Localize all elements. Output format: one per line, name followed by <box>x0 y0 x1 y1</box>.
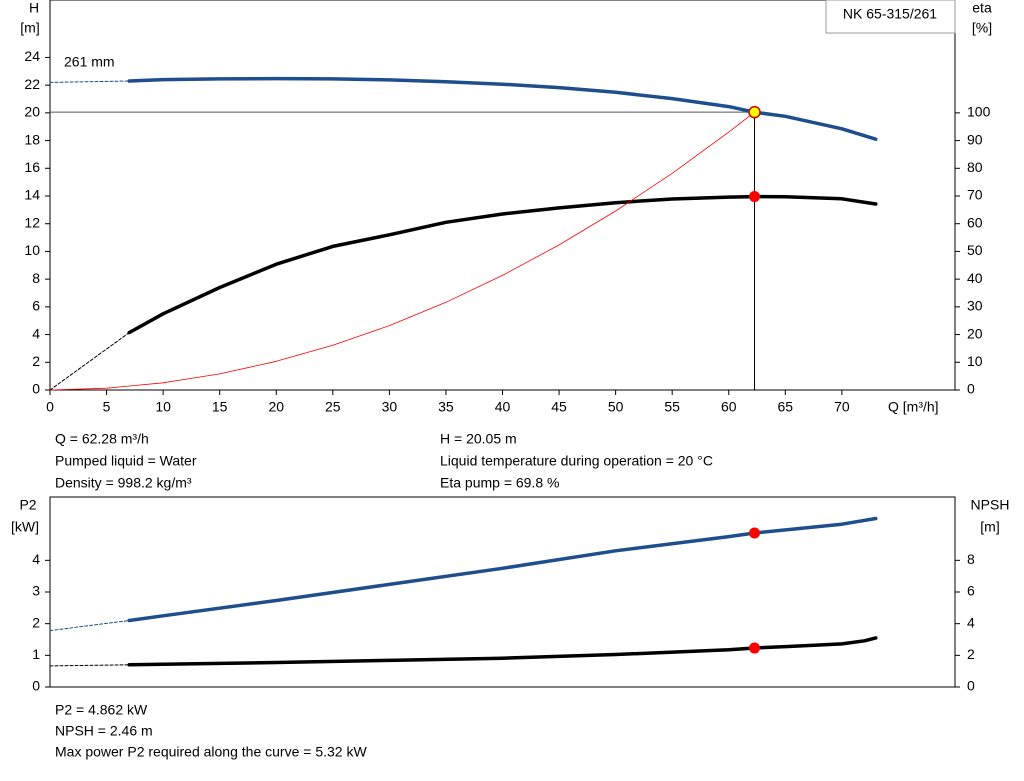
y-tick-label: 0 <box>32 678 40 694</box>
y2-tick-label: 6 <box>967 583 975 599</box>
y2-tick-label: 20 <box>967 325 983 341</box>
y-tick-label: 1 <box>32 646 40 662</box>
x-tick-label: 65 <box>778 399 794 415</box>
y2-tick-label: 8 <box>967 551 975 567</box>
y-tick-label: 22 <box>24 76 40 92</box>
x-tick-label: 55 <box>664 399 680 415</box>
y2-tick-label: 4 <box>967 614 975 630</box>
x-tick-label: 10 <box>155 399 171 415</box>
curve <box>127 76 878 141</box>
curve <box>49 111 755 391</box>
y2-tick-label: 50 <box>967 242 983 258</box>
y-tick-label: 4 <box>32 551 40 567</box>
chart-title: NK 65-315/261 <box>843 6 937 22</box>
y-tick-label: 14 <box>24 187 40 203</box>
y2-axis-label: [m] <box>980 519 999 535</box>
y2-tick-label: 70 <box>967 187 983 203</box>
y-tick-label: 10 <box>24 242 40 258</box>
y-tick-label: 20 <box>24 104 40 120</box>
x-tick-label: 20 <box>268 399 284 415</box>
x-tick-label: 70 <box>834 399 850 415</box>
operating-point <box>748 105 761 119</box>
y2-tick-label: 0 <box>967 381 975 397</box>
y-axis-label: P2 <box>19 497 36 513</box>
curve <box>127 516 878 623</box>
y-tick-label: 2 <box>32 614 40 630</box>
x-tick-label: 35 <box>438 399 454 415</box>
x-axis-label: Q [m³/h] <box>888 399 939 415</box>
y-tick-label: 3 <box>32 583 40 599</box>
y2-tick-label: 80 <box>967 159 983 175</box>
x-tick-label: 45 <box>551 399 567 415</box>
y2-tick-label: 100 <box>967 104 991 120</box>
y2-tick-label: 0 <box>967 678 975 694</box>
x-tick-label: 15 <box>212 399 228 415</box>
x-tick-label: 30 <box>382 399 398 415</box>
y-tick-label: 2 <box>32 353 40 369</box>
curve-label: 261 mm <box>64 54 115 70</box>
y2-tick-label: 40 <box>967 270 983 286</box>
info-line: Eta pump = 69.8 % <box>440 475 559 491</box>
y2-axis-label: NPSH <box>971 497 1010 513</box>
y2-axis-label: [%] <box>972 20 992 36</box>
x-tick-label: 25 <box>325 399 341 415</box>
operating-point <box>749 642 761 654</box>
y2-tick-label: 30 <box>967 298 983 314</box>
y-tick-label: 8 <box>32 270 40 286</box>
info-line: H = 20.05 m <box>440 431 517 447</box>
x-tick-label: 40 <box>495 399 511 415</box>
info-line: Density = 998.2 kg/m³ <box>55 475 192 491</box>
info-line: Max power P2 required along the curve = … <box>55 744 367 760</box>
curve <box>49 80 130 83</box>
info-line: Liquid temperature during operation = 20… <box>440 453 713 469</box>
y-tick-label: 12 <box>24 214 40 230</box>
x-tick-label: 50 <box>608 399 624 415</box>
curve <box>127 636 878 667</box>
y2-tick-label: 10 <box>967 353 983 369</box>
curve <box>49 332 130 391</box>
y2-tick-label: 90 <box>967 131 983 147</box>
info-line: NPSH = 2.46 m <box>55 723 153 739</box>
y2-tick-label: 60 <box>967 214 983 230</box>
y2-tick-label: 2 <box>967 646 975 662</box>
y2-axis-label: eta <box>972 0 992 16</box>
y-tick-label: 4 <box>32 325 40 341</box>
y-axis-label: H <box>29 0 39 16</box>
x-tick-label: 5 <box>103 399 111 415</box>
title-box <box>825 0 956 34</box>
y-axis-label: [m] <box>20 20 39 36</box>
y-tick-label: 18 <box>24 131 40 147</box>
info-line: Pumped liquid = Water <box>55 453 197 469</box>
plot-frame <box>49 0 956 391</box>
curve <box>49 620 130 632</box>
operating-point <box>749 191 761 203</box>
y-axis-label: [kW] <box>11 519 39 535</box>
y-tick-label: 0 <box>32 381 40 397</box>
x-tick-label: 0 <box>46 399 54 415</box>
y-tick-label: 16 <box>24 159 40 175</box>
info-line: P2 = 4.862 kW <box>55 702 148 718</box>
info-line: Q = 62.28 m³/h <box>55 431 149 447</box>
curve <box>49 664 130 667</box>
y-tick-label: 24 <box>24 48 40 64</box>
operating-point <box>749 527 761 539</box>
y-tick-label: 6 <box>32 298 40 314</box>
curve <box>127 194 878 335</box>
x-tick-label: 60 <box>721 399 737 415</box>
